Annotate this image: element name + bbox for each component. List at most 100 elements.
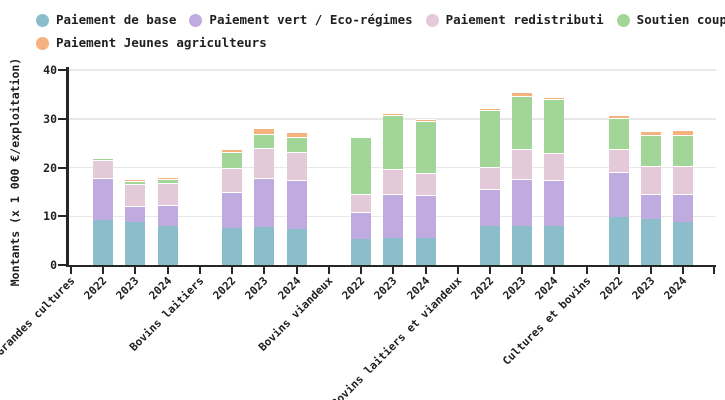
y-tick-label: 40 (43, 63, 57, 77)
legend-item: Soutien couplé (616, 12, 725, 28)
x-tick-mark (424, 266, 427, 274)
x-axis-line (66, 264, 716, 267)
bar-segment (544, 226, 565, 265)
bar-segment (512, 96, 533, 150)
bar-segment (254, 227, 275, 265)
x-tick-mark (521, 266, 524, 274)
bar-segment (383, 112, 404, 116)
bar-segment (673, 135, 694, 167)
y-tick-mark (58, 264, 66, 266)
chart-legend: Paiement de base Paiement vert / Eco-régi… (36, 9, 725, 55)
bar-segment (222, 227, 243, 265)
bar-segment (544, 96, 565, 100)
bar-segment (641, 166, 662, 194)
x-tick-mark (392, 266, 395, 274)
x-tick-mark (198, 266, 201, 274)
bar-segment (544, 152, 565, 181)
bar-segment (512, 226, 533, 265)
legend-item: Paiement Jeunes agriculteurs (36, 37, 267, 50)
y-tick-mark (58, 215, 66, 218)
bar-segment (415, 194, 436, 239)
bar-segment (512, 178, 533, 226)
bar-segment (93, 157, 114, 160)
y-axis-line (66, 67, 69, 267)
x-tick-mark (295, 266, 298, 274)
bar-segment (673, 222, 694, 265)
bar-segment (286, 228, 307, 265)
bar-segment (479, 167, 500, 190)
y-tick-mark (58, 117, 66, 120)
bar-segment (254, 127, 275, 134)
x-tick-mark (134, 266, 137, 274)
x-tick-mark (713, 266, 715, 274)
bar-segment (544, 99, 565, 153)
bar-segment (608, 171, 629, 218)
x-tick-mark (102, 266, 105, 274)
bar-segment (222, 191, 243, 228)
bar-segment (125, 178, 146, 182)
bar-segment (479, 108, 500, 110)
x-tick-mark (682, 266, 685, 274)
bar-segment (512, 149, 533, 179)
bar-segment (93, 159, 114, 179)
bar-segment (415, 172, 436, 195)
bar-segment (93, 220, 114, 265)
x-tick-mark (650, 266, 653, 274)
gridline (68, 69, 716, 71)
bar-segment (544, 180, 565, 227)
x-tick-mark (231, 266, 234, 274)
bar-segment (351, 239, 372, 265)
legend-row: Paiement Jeunes agriculteurs (36, 32, 725, 55)
bar-segment (254, 177, 275, 228)
bar-segment (641, 193, 662, 220)
bar-segment (157, 225, 178, 265)
legend-item-label: Paiement de base (56, 12, 177, 28)
bar-segment (351, 212, 372, 240)
bar-segment (383, 115, 404, 170)
bar-segment (286, 151, 307, 180)
bar-segment (641, 131, 662, 136)
legend-swatch-icon (425, 14, 439, 27)
x-tick-mark (263, 266, 266, 274)
bar-segment (383, 238, 404, 265)
legend-item-label: Paiement Jeunes agriculteurs (56, 35, 267, 51)
bar-segment (608, 217, 629, 265)
bar-segment (254, 147, 275, 178)
bar-segment (286, 136, 307, 152)
x-tick-mark (166, 266, 169, 274)
legend-swatch-icon (189, 14, 203, 27)
x-tick-mark (553, 266, 556, 274)
bar-segment (254, 133, 275, 148)
x-tick-mark (488, 266, 491, 274)
bar-segment (673, 193, 694, 223)
y-tick-label: 10 (43, 209, 57, 224)
bar-segment (673, 166, 694, 194)
bar-segment (222, 151, 243, 168)
x-tick-mark (617, 266, 620, 274)
legend-row: Paiement de base Paiement vert / Eco-régi… (36, 9, 725, 32)
bar-segment (479, 226, 500, 265)
legend-item-label: Soutien couplé (636, 12, 725, 28)
bar-segment (608, 149, 629, 172)
legend-item-label: Paiement redistributi (445, 12, 604, 28)
bar-segment (479, 109, 500, 167)
bar-segment (673, 130, 694, 136)
y-tick-label: 20 (43, 160, 57, 175)
legend-item: Paiement de base (36, 14, 176, 27)
bar-segment (641, 219, 662, 265)
bar-segment (641, 135, 662, 167)
x-tick-mark (327, 266, 330, 274)
legend-item: Paiement vert / Eco-régimes (189, 14, 413, 27)
bar-segment (415, 120, 436, 173)
x-tick-mark (70, 266, 72, 274)
y-tick-label: 30 (43, 111, 57, 126)
bar-segment (125, 222, 146, 265)
x-tick-mark (360, 266, 363, 274)
bar-segment (157, 183, 178, 206)
bar-segment (222, 149, 243, 152)
bar-segment (415, 118, 436, 121)
bar-segment (157, 176, 178, 180)
bar-segment (415, 238, 436, 265)
